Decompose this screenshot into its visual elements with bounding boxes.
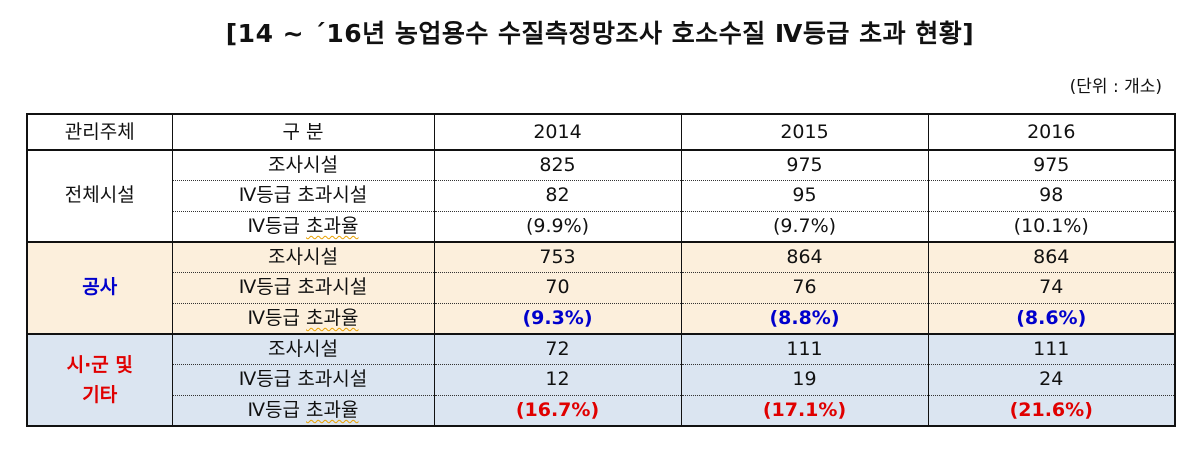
cell-value: 12 xyxy=(433,364,681,396)
cell-value-highlight: (9.3%) xyxy=(433,302,681,334)
status-table: 관리주체 구 분 2014 2015 2016 전체시설 조사시설 825 97… xyxy=(26,113,1176,427)
cell-value: 19 xyxy=(680,364,928,396)
group-label-gongsa: 공사 xyxy=(27,240,172,334)
cell-value: 753 xyxy=(433,240,681,273)
row-label: Ⅳ등급 초과율 xyxy=(171,210,434,242)
table-row: Ⅳ등급 초과시설 82 95 98 xyxy=(27,180,1175,212)
header-2016: 2016 xyxy=(927,114,1175,151)
page-title: [14 ~ ´16년 농업용수 수질측정망조사 호소수질 Ⅳ등급 초과 현황] xyxy=(225,19,975,48)
table-row: 전체시설 조사시설 825 975 975 xyxy=(27,149,1175,242)
table-row: Ⅳ등급 초과시설 12 19 24 xyxy=(27,364,1175,396)
row-label-grade: Ⅳ등급 xyxy=(247,398,307,421)
header-2015: 2015 xyxy=(680,114,928,151)
group-label-all: 전체시설 xyxy=(27,149,172,242)
row-label-grade: Ⅳ등급 xyxy=(247,214,307,237)
cell-value: 111 xyxy=(927,332,1175,365)
row-label-grade: Ⅳ등급 xyxy=(238,368,298,391)
group-label-line1: 시·군 및 xyxy=(66,353,133,376)
row-label: Ⅳ등급 초과시설 xyxy=(171,272,434,304)
row-label: Ⅳ등급 초과시설 xyxy=(171,364,434,396)
cell-value-highlight: (16.7%) xyxy=(433,394,681,426)
cell-value: 975 xyxy=(680,149,928,181)
cell-value: 975 xyxy=(927,149,1175,181)
row-label: Ⅳ등급 초과율 xyxy=(171,394,434,426)
row-label-main: 초과율 xyxy=(306,398,359,421)
cell-value-highlight: (8.6%) xyxy=(927,302,1175,334)
cell-value: 864 xyxy=(680,240,928,273)
row-label: 조사시설 xyxy=(171,240,434,273)
cell-value-highlight: (8.8%) xyxy=(680,302,928,334)
table-row: Ⅳ등급 초과율 (16.7%) (17.1%) (21.6%) xyxy=(27,394,1175,426)
cell-value: 864 xyxy=(927,240,1175,273)
cell-value: 72 xyxy=(433,332,681,365)
cell-value: 82 xyxy=(433,180,681,212)
cell-value: 74 xyxy=(927,272,1175,304)
row-label-main: 초과율 xyxy=(306,214,359,237)
table-row: Ⅳ등급 초과율 (9.3%) (8.8%) (8.6%) xyxy=(27,302,1175,334)
row-label-grade: Ⅳ등급 xyxy=(238,184,298,207)
header-row: 관리주체 구 분 2014 2015 2016 xyxy=(27,114,1175,151)
group-label-line2: 기타 xyxy=(82,383,118,406)
row-label-grade: Ⅳ등급 xyxy=(238,276,298,299)
cell-value: (9.9%) xyxy=(433,210,681,242)
table-row: Ⅳ등급 초과율 (9.9%) (9.7%) (10.1%) xyxy=(27,210,1175,242)
table-row: Ⅳ등급 초과시설 70 76 74 xyxy=(27,272,1175,304)
cell-value: (9.7%) xyxy=(680,210,928,242)
cell-value: 95 xyxy=(680,180,928,212)
row-label: Ⅳ등급 초과시설 xyxy=(171,180,434,212)
header-category: 구 분 xyxy=(171,114,434,151)
row-label-grade: Ⅳ등급 xyxy=(247,306,307,329)
cell-value-highlight: (21.6%) xyxy=(927,394,1175,426)
header-management: 관리주체 xyxy=(27,114,172,151)
cell-value: 98 xyxy=(927,180,1175,212)
row-label: 조사시설 xyxy=(171,149,434,181)
cell-value: 111 xyxy=(680,332,928,365)
header-2014: 2014 xyxy=(433,114,681,151)
row-label: Ⅳ등급 초과율 xyxy=(171,302,434,334)
cell-value-highlight: (17.1%) xyxy=(680,394,928,426)
unit-note: (단위 : 개소) xyxy=(1069,77,1162,97)
cell-value: 24 xyxy=(927,364,1175,396)
row-label-main: 초과시설 xyxy=(297,368,368,391)
cell-value: 76 xyxy=(680,272,928,304)
row-label-main: 초과시설 xyxy=(297,276,368,299)
cell-value: 825 xyxy=(433,149,681,181)
table-row: 공사 조사시설 753 864 864 xyxy=(27,240,1175,334)
row-label-main: 초과시설 xyxy=(297,184,368,207)
cell-value: 70 xyxy=(433,272,681,304)
cell-value: (10.1%) xyxy=(927,210,1175,242)
row-label: 조사시설 xyxy=(171,332,434,365)
row-label-main: 초과율 xyxy=(306,306,359,329)
